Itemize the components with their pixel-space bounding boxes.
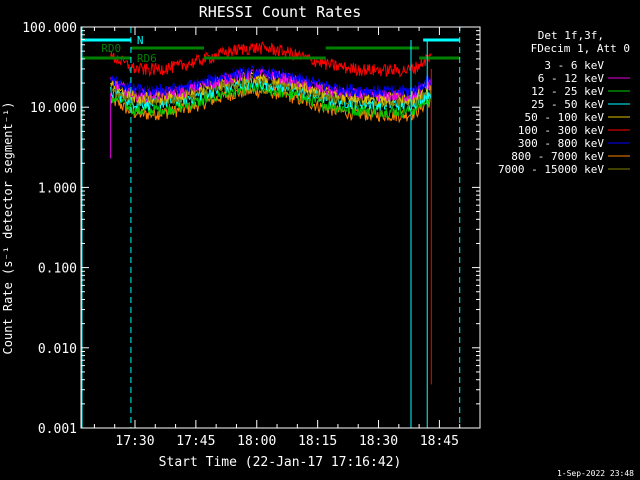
legend-label: 50 - 100 keV <box>525 111 605 124</box>
legend-label: 7000 - 15000 keV <box>498 163 604 176</box>
x-tick-label: 17:45 <box>176 434 215 449</box>
legend-label: 25 - 50 keV <box>531 98 604 111</box>
night-label: N <box>137 34 144 47</box>
x-tick-label: 18:15 <box>298 434 337 449</box>
plot-area: N RD0 RD6 0.001 0.010 0.100 1.000 10.000 100.00… <box>22 21 481 449</box>
footer-date: 1-Sep-2022 23:48 <box>557 469 634 478</box>
y-axis-label: Count Rate (s⁻¹ detector segment⁻¹) <box>1 102 15 355</box>
y-tick-label: 0.010 <box>38 342 77 357</box>
legend-label: 100 - 300 keV <box>518 124 604 137</box>
y-tick-label: 10.000 <box>30 101 77 116</box>
x-tick-label: 17:30 <box>115 434 154 449</box>
legend-label: 800 - 7000 keV <box>511 150 604 163</box>
series-line-6 <box>110 64 432 98</box>
axis-layer: 0.001 0.010 0.100 1.000 10.000 100.000 17:30 17… <box>22 21 481 449</box>
x-tick-label: 18:30 <box>359 434 398 449</box>
y-tick-label: 0.001 <box>38 422 77 437</box>
series-line-3 <box>110 77 432 111</box>
x-tick-label: 18:45 <box>420 434 459 449</box>
series-line-5 <box>110 41 432 78</box>
y-tick-label: 1.000 <box>38 181 77 196</box>
series-line-2 <box>110 83 432 119</box>
legend-label: 6 - 12 keV <box>538 72 605 85</box>
x-tick-label: 18:00 <box>237 434 276 449</box>
x-axis-label: Start Time (22-Jan-17 17:16:42) <box>159 455 402 470</box>
rd0-label: RD0 <box>101 42 121 55</box>
series-line-0 <box>110 57 432 90</box>
y-tick-label: 100.000 <box>22 21 77 36</box>
chart-title: RHESSI Count Rates <box>199 3 362 21</box>
y-tick-label: 0.100 <box>38 262 77 277</box>
legend-header-line-1: Det 1f,3f, <box>538 29 604 42</box>
legend-header-line-2: FDecim 1, Att 0 <box>531 42 630 55</box>
legend-label: 300 - 800 keV <box>518 137 604 150</box>
series-layer <box>110 41 432 385</box>
legend-label: 3 - 6 keV <box>544 59 604 72</box>
plot-frame <box>80 26 481 429</box>
legend-label: 12 - 25 keV <box>531 85 604 98</box>
rd6-label: RD6 <box>137 52 157 65</box>
